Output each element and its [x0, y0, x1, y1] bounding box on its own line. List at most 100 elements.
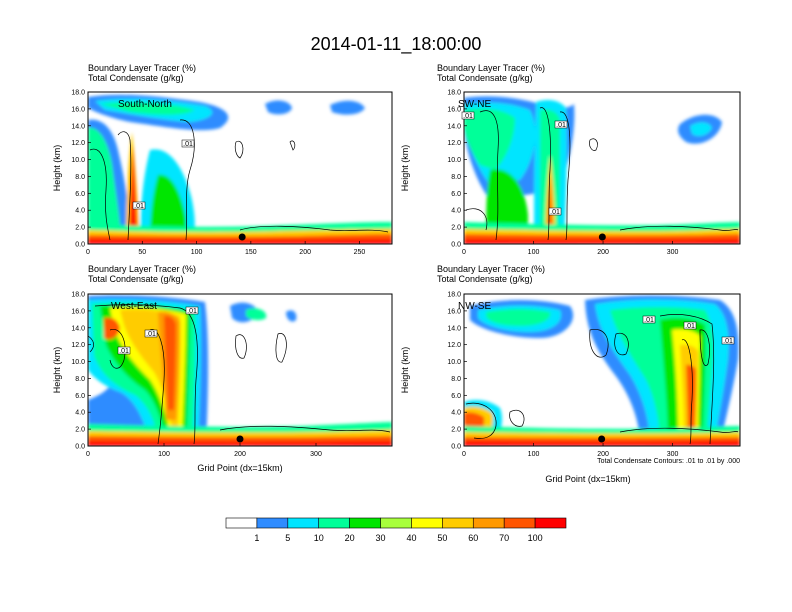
y-axis-label: Height (km) — [400, 145, 410, 192]
y-ticks: 0.0 2.0 4.0 6.0 8.0 10.0 12.0 14.0 16.0 18.0 — [71, 292, 91, 451]
cloud-core — [686, 364, 696, 440]
figure-title: 2014-01-11_18:00:00 — [311, 34, 482, 55]
contour-label-box — [117, 346, 131, 355]
y-ticks: 0.0 2.0 4.0 6.0 8.0 10.0 12.0 14.0 16.0 18.0 — [71, 90, 91, 249]
y-tick-label: 12.0 — [447, 342, 461, 349]
location-marker — [598, 233, 606, 241]
x-tick-label: 200 — [597, 451, 609, 458]
contour-line — [219, 425, 391, 433]
y-tick-label: 18.0 — [71, 90, 85, 97]
y-tick-label: 2.0 — [451, 225, 461, 232]
contour-label-box — [683, 321, 697, 330]
y-tick-label: 16.0 — [447, 106, 461, 113]
contour-label-box — [144, 329, 158, 338]
y-tick-label: 14.0 — [447, 325, 461, 332]
y-tick-label: 10.0 — [447, 359, 461, 366]
colorbar-swatch — [411, 517, 443, 529]
cloud-patch — [330, 100, 365, 115]
x-tick-label: 250 — [354, 249, 366, 256]
x-tick-label: 200 — [597, 249, 609, 256]
colorbar-swatch — [503, 517, 536, 529]
panel-title-line2: Total Condensate (g/kg) — [437, 73, 533, 83]
y-ticks: 0.0 2.0 4.0 6.0 8.0 10.0 12.0 14.0 16.0 18.0 — [447, 90, 467, 249]
contour-label-box — [548, 207, 562, 216]
x-tick-label: 0 — [462, 451, 466, 458]
contour-label-box — [185, 306, 199, 315]
contour-line — [109, 328, 126, 369]
y-tick-label: 6.0 — [75, 393, 85, 400]
x-tick-label: 50 — [138, 249, 146, 256]
colorbar-swatch — [225, 517, 258, 529]
panel-nw-se: Boundary Layer Tracer (%) Total Condensa… — [400, 264, 741, 484]
y-tick-label: 0.0 — [75, 444, 85, 451]
contour-line — [539, 107, 551, 241]
cloud-band — [464, 108, 515, 170]
contour-line — [619, 427, 739, 433]
x-tick-label: 150 — [245, 249, 257, 256]
contour-label-box — [642, 315, 656, 324]
contour-line — [659, 314, 715, 445]
y-tick-label: 18.0 — [447, 292, 461, 299]
x-tick-label: 0 — [462, 249, 466, 256]
heatmap-field — [464, 92, 740, 244]
location-marker — [598, 435, 606, 443]
colorbar-label: 70 — [499, 533, 509, 543]
colorbar-label: 50 — [437, 533, 447, 543]
contour-line — [509, 409, 525, 427]
y-tick-label: 14.0 — [447, 123, 461, 130]
boundary-layer — [464, 239, 740, 244]
contour-line — [94, 304, 198, 445]
inset-label: West-East — [111, 301, 157, 312]
cloud-core — [104, 317, 120, 340]
y-tick-label: 8.0 — [75, 174, 85, 181]
x-tick-label: 200 — [234, 451, 246, 458]
y-tick-label: 18.0 — [71, 292, 85, 299]
y-tick-label: 8.0 — [451, 174, 461, 181]
y-tick-label: 0.0 — [451, 242, 461, 249]
x-tick-label: 0 — [86, 451, 90, 458]
y-tick-label: 6.0 — [75, 191, 85, 198]
contour-line — [117, 131, 132, 241]
y-tick-label: 2.0 — [75, 427, 85, 434]
x-tick-label: 0 — [86, 249, 90, 256]
contour-line — [465, 208, 488, 231]
contour-line — [589, 328, 609, 358]
contour-line — [559, 111, 571, 241]
heatmap-field — [464, 294, 740, 446]
heatmap-field — [88, 294, 392, 446]
y-tick-label: 18.0 — [447, 90, 461, 97]
contour-label: .01 — [146, 331, 156, 338]
plot-frame — [463, 91, 741, 245]
contour-label: .01 — [187, 308, 197, 315]
x-ticks: 0 50 100 150 200 250 — [86, 241, 365, 256]
colorbar-swatch — [318, 517, 350, 529]
contour-label: .01 — [550, 209, 560, 216]
contour-line — [465, 402, 497, 439]
y-tick-label: 12.0 — [71, 342, 85, 349]
contour-label-box — [721, 336, 735, 345]
x-tick-label: 100 — [191, 249, 203, 256]
contour-label: .01 — [183, 141, 193, 148]
y-axis-label: Height (km) — [52, 145, 62, 192]
contour-line — [619, 225, 739, 231]
y-tick-label: 10.0 — [71, 157, 85, 164]
x-tick-label: 100 — [158, 451, 170, 458]
colorbar-label: 60 — [468, 533, 478, 543]
contour-line — [235, 334, 247, 359]
panel-title-line1: Boundary Layer Tracer (%) — [437, 264, 545, 274]
x-ticks: 0 100 200 300 — [462, 443, 679, 458]
x-tick-label: 200 — [299, 249, 311, 256]
colorbar-swatch — [442, 517, 474, 529]
contour-line — [89, 148, 111, 241]
contour-label-box — [132, 201, 146, 210]
panel-title-line2: Total Condensate (g/kg) — [437, 274, 533, 284]
y-tick-label: 6.0 — [451, 393, 461, 400]
location-marker — [238, 233, 246, 241]
location-marker — [236, 435, 244, 443]
colorbar-label: 30 — [376, 533, 386, 543]
y-tick-label: 16.0 — [71, 308, 85, 315]
contour-line — [234, 140, 244, 159]
footer-note: Total Condensate Contours: .01 to .01 by… — [597, 458, 740, 465]
cloud-patch — [265, 100, 292, 115]
